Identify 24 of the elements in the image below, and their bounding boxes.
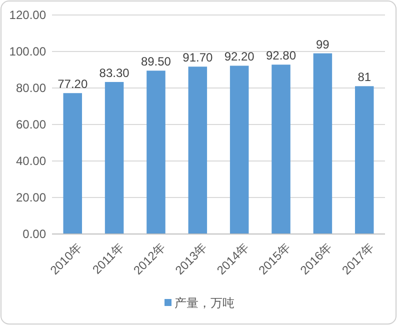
y-tick-label: 40.00 xyxy=(16,154,46,168)
bar xyxy=(354,86,374,234)
y-tick-label: 20.00 xyxy=(16,190,46,205)
data-label: 92.20 xyxy=(224,50,255,64)
bar xyxy=(63,93,82,234)
y-tick-label: 0.00 xyxy=(22,227,46,242)
bar xyxy=(230,66,249,234)
data-label: 91.70 xyxy=(182,50,213,65)
y-tick-label: 60.00 xyxy=(16,118,46,132)
bar xyxy=(146,70,166,234)
legend-label: 产量，万吨 xyxy=(174,296,234,310)
bar xyxy=(313,53,332,234)
bar xyxy=(272,64,290,234)
y-tick-label: 80.00 xyxy=(16,81,46,96)
data-label: 99 xyxy=(316,37,330,52)
y-tick-label: 120.00 xyxy=(9,8,46,22)
bar xyxy=(104,82,124,234)
data-label: 89.50 xyxy=(140,54,172,69)
data-label: 81 xyxy=(358,70,372,84)
data-label: 92.80 xyxy=(266,48,296,63)
data-label: 83.30 xyxy=(99,66,130,80)
y-tick-label: 100.00 xyxy=(9,44,46,59)
data-label: 77.20 xyxy=(58,77,88,92)
bar xyxy=(188,66,208,234)
